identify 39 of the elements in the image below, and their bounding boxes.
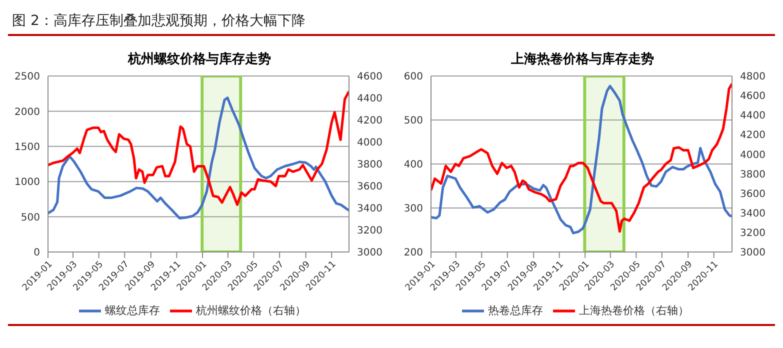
y2-tick-label: 4000 [740,150,766,161]
legend-label: 上海热卷价格（右轴） [579,304,689,318]
y-tick-label: 1000 [14,177,40,188]
y2-tick-label: 3600 [357,182,382,193]
y-tick-label: 600 [404,72,423,83]
y2-tick-label: 4400 [740,110,766,122]
y2-tick-label: 4800 [740,72,766,83]
y2-tick-label: 3800 [357,160,382,171]
y-tick-label: 400 [404,160,423,171]
y2-tick-label: 3000 [357,248,382,259]
line-series [48,90,349,206]
y-tick-label: 2000 [14,106,40,118]
line-series [48,96,349,220]
y2-tick-label: 3000 [740,248,766,259]
y2-tick-label: 4200 [357,116,382,127]
y-tick-label: 2500 [14,72,40,83]
y-tick-label: 500 [20,212,40,224]
y2-tick-label: 3200 [357,226,382,237]
y-tick-label: 1500 [14,142,40,153]
y-tick-label: 0 [34,248,40,259]
y2-tick-label: 4600 [357,72,382,83]
y2-tick-label: 3200 [740,228,766,239]
chart-title: 上海热卷价格与库存走势 [510,50,655,69]
legend-label: 热卷总库存 [488,304,543,318]
legend-label: 杭州螺纹价格（右轴） [196,304,306,318]
y2-tick-label: 4400 [357,94,382,105]
legend-label: 螺纹总库存 [105,304,160,318]
y2-tick-label: 3400 [357,204,382,215]
chart-title: 杭州螺纹价格与库存走势 [126,50,272,69]
y-tick-label: 300 [404,204,423,215]
y2-tick-label: 4600 [740,91,766,102]
caption: 图 2：高库存压制叠加悲观预期，价格大幅下降 [11,12,306,31]
y2-tick-label: 3800 [740,169,766,180]
y2-tick-label: 3400 [740,208,766,220]
y2-tick-label: 4000 [357,138,382,149]
y2-tick-label: 3600 [740,188,766,200]
y-tick-label: 500 [404,116,423,127]
y-tick-label: 200 [404,248,423,259]
y2-tick-label: 4200 [740,130,766,142]
